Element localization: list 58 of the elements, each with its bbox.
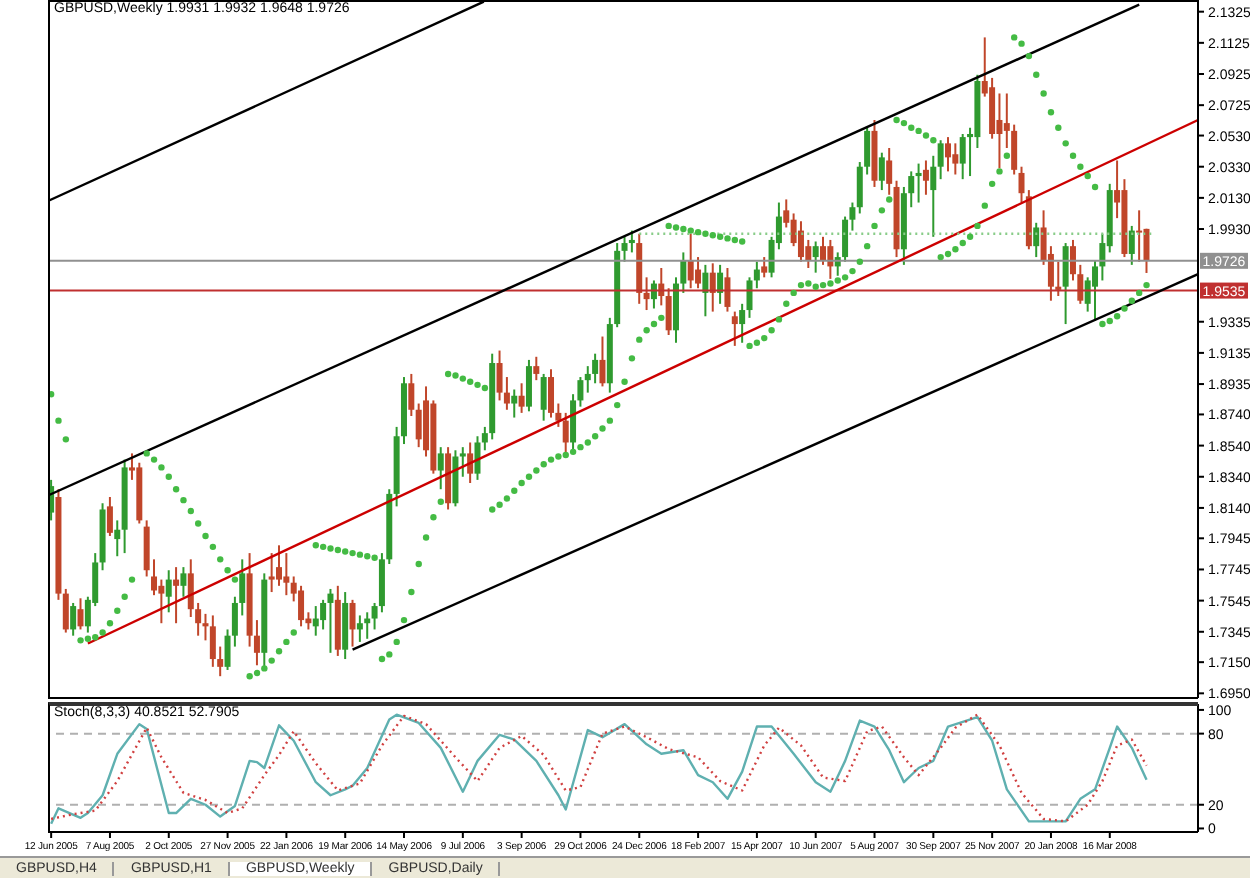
candlestick [165, 569, 172, 614]
candlestick [173, 566, 180, 625]
candlestick [349, 598, 356, 648]
candlestick [562, 411, 569, 455]
candlestick [731, 310, 738, 347]
candlestick [415, 402, 422, 449]
candlestick [356, 614, 363, 643]
candlestick [283, 552, 290, 597]
candlestick [599, 335, 606, 388]
candlestick [114, 519, 121, 558]
candlestick [511, 388, 518, 419]
candlestick [1128, 224, 1135, 266]
candlestick [408, 372, 415, 417]
candlestick [643, 276, 650, 312]
candlestick [739, 302, 746, 344]
candlestick [886, 147, 893, 196]
candlestick [467, 441, 474, 484]
candlestick [592, 352, 599, 385]
candlestick [437, 446, 444, 491]
candlestick [525, 358, 532, 413]
candlestick [1136, 209, 1143, 263]
candlestick [915, 162, 922, 204]
candlestick [724, 266, 731, 313]
candlestick [812, 240, 819, 274]
candlestick [106, 496, 113, 537]
candlestick [665, 287, 672, 336]
candlestick [944, 136, 951, 173]
candlestick [62, 587, 69, 634]
candlestick [180, 566, 187, 598]
candlestick [621, 235, 628, 263]
candlestick [878, 151, 885, 192]
candlestick [268, 552, 275, 594]
candlestick [1062, 242, 1069, 326]
candlestick [761, 256, 768, 279]
candlestick [342, 591, 349, 661]
candlestick [474, 435, 481, 481]
candlestick [70, 601, 77, 637]
candlestick [77, 597, 84, 631]
candlestick [518, 382, 525, 414]
candlestick [922, 159, 929, 196]
candlestick [1033, 221, 1040, 259]
candlestick [930, 154, 937, 238]
candlestick [820, 235, 827, 266]
candlestick [797, 220, 804, 263]
candlestick [327, 587, 334, 654]
candlestick [298, 584, 305, 628]
candlestick [452, 449, 459, 508]
candlestick [459, 446, 466, 478]
candlestick [548, 368, 555, 419]
candlestick [628, 229, 635, 254]
candlestick [209, 614, 216, 668]
candlestick [937, 139, 944, 181]
candlestick [952, 142, 959, 176]
candlestick [959, 132, 966, 181]
candlestick [533, 355, 540, 382]
candlestick [540, 372, 547, 422]
candlestick [496, 349, 503, 402]
candlestick [276, 544, 282, 587]
